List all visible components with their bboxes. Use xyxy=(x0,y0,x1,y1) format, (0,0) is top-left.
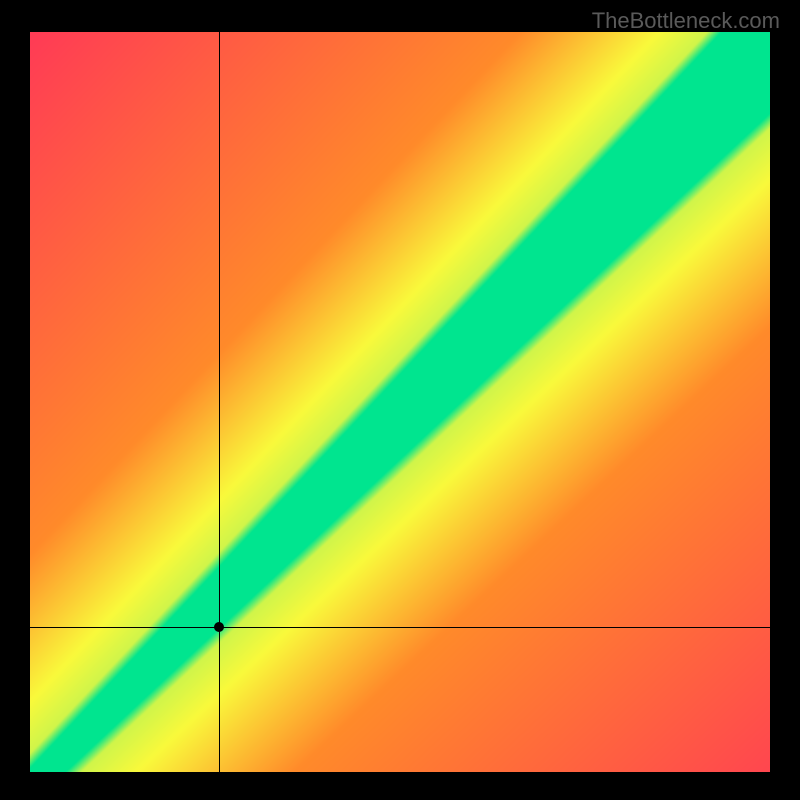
crosshair-vertical xyxy=(219,32,220,772)
chart-container: TheBottleneck.com xyxy=(0,0,800,800)
watermark-text: TheBottleneck.com xyxy=(592,8,780,34)
crosshair-horizontal xyxy=(30,627,770,628)
heatmap-plot xyxy=(30,32,770,772)
